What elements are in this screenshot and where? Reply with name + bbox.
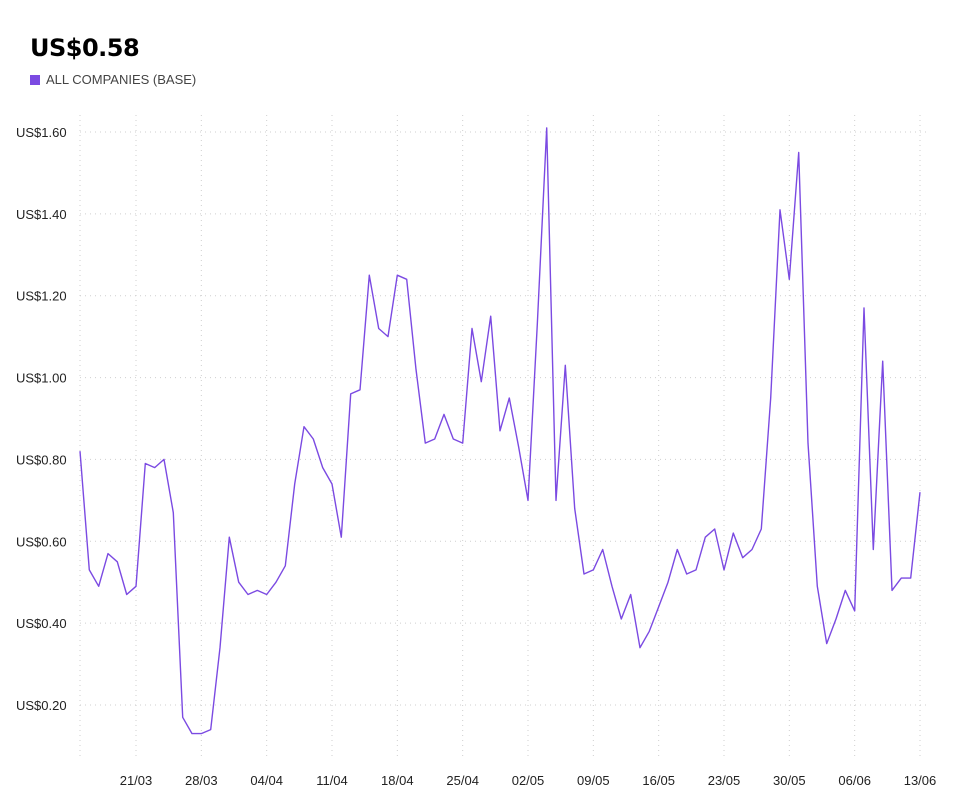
y-tick-label: US$0.20 bbox=[16, 698, 67, 713]
y-tick-label: US$1.40 bbox=[16, 207, 67, 222]
x-tick-label: 30/05 bbox=[773, 773, 806, 788]
series-line bbox=[79, 127, 921, 735]
y-tick-label: US$0.40 bbox=[16, 616, 67, 631]
y-tick-label: US$1.60 bbox=[16, 125, 67, 140]
x-tick-label: 16/05 bbox=[642, 773, 675, 788]
legend-label: ALL COMPANIES (BASE) bbox=[46, 72, 197, 87]
y-tick-label: US$1.20 bbox=[16, 289, 67, 304]
x-tick-label: 09/05 bbox=[577, 773, 610, 788]
x-tick-label: 04/04 bbox=[250, 773, 283, 788]
y-tick-label: US$0.80 bbox=[16, 452, 67, 467]
current-value: US$0.58 bbox=[30, 34, 140, 62]
chart-header: US$0.58 ALL COMPANIES (BASE) bbox=[30, 34, 196, 87]
legend-swatch bbox=[30, 74, 40, 85]
x-tick-label: 21/03 bbox=[120, 773, 153, 788]
x-tick-label: 23/05 bbox=[708, 773, 741, 788]
x-tick-label: 25/04 bbox=[446, 773, 479, 788]
x-tick-label: 28/03 bbox=[185, 773, 218, 788]
legend: ALL COMPANIES (BASE) bbox=[30, 72, 196, 87]
x-tick-label: 06/06 bbox=[838, 773, 871, 788]
y-tick-label: US$1.00 bbox=[16, 371, 67, 386]
x-tick-label: 13/06 bbox=[904, 773, 937, 788]
y-tick-label: US$0.60 bbox=[16, 534, 67, 549]
x-tick-label: 18/04 bbox=[381, 773, 414, 788]
x-tick-label: 11/04 bbox=[316, 773, 348, 788]
x-tick-label: 02/05 bbox=[512, 773, 545, 788]
